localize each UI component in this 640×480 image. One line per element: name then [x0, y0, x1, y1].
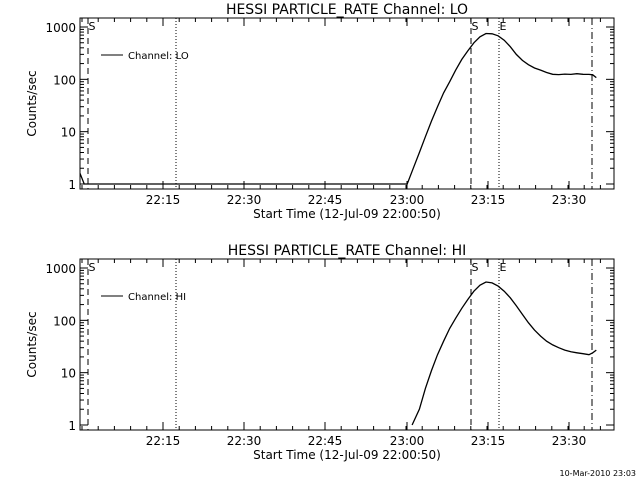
legend-label: Channel: HI	[128, 292, 186, 303]
time-marker-label: S	[89, 20, 96, 33]
plot-frame	[79, 17, 615, 190]
x-tick-label: 23:00	[390, 434, 425, 448]
y-tick-label: 1000	[45, 21, 76, 35]
time-marker-label: S	[89, 261, 96, 274]
x-tick-label: 22:45	[308, 434, 343, 448]
time-marker-label: S	[472, 261, 479, 274]
y-tick-label: 1	[68, 178, 76, 192]
hi-channel-panel: HESSI PARTICLE_RATE Channel: HI Start Tim…	[25, 243, 615, 462]
time-marker-label: E	[500, 261, 507, 274]
x-tick-label: 23:30	[552, 193, 587, 207]
x-tick-label: 22:15	[146, 434, 181, 448]
time-marker-label: E	[500, 20, 507, 33]
x-axis-label: Start Time (12-Jul-09 22:00:50)	[253, 207, 441, 221]
lo-channel-panel: HESSI PARTICLE_RATE Channel: LO Start Tim…	[25, 2, 615, 221]
series-line	[79, 32, 597, 185]
x-tick-label: 23:15	[471, 434, 506, 448]
time-marker-label: S	[472, 20, 479, 33]
x-axis-label: Start Time (12-Jul-09 22:00:50)	[253, 448, 441, 462]
y-tick-label: 10	[61, 126, 76, 140]
legend-label: Channel: LO	[128, 51, 189, 62]
chart-title: HESSI PARTICLE_RATE Channel: HI	[228, 243, 466, 259]
y-axis-label: Counts/sec	[25, 311, 39, 377]
x-tick-label: 22:45	[308, 193, 343, 207]
x-tick-label: 23:00	[390, 193, 425, 207]
x-tick-label: 22:15	[146, 193, 181, 207]
x-tick-label: 22:30	[227, 193, 262, 207]
y-tick-label: 1	[68, 419, 76, 433]
y-axis-label: Counts/sec	[25, 70, 39, 136]
x-tick-label: 23:15	[471, 193, 506, 207]
plot-timestamp: 10-Mar-2010 23:03	[560, 469, 637, 478]
y-tick-label: 10	[61, 367, 76, 381]
plot-frame	[79, 258, 615, 431]
x-tick-label: 23:30	[552, 434, 587, 448]
series-line	[411, 281, 597, 426]
chart-title: HESSI PARTICLE_RATE Channel: LO	[226, 2, 468, 18]
y-tick-label: 100	[53, 314, 76, 328]
y-tick-label: 100	[53, 73, 76, 87]
x-tick-label: 22:30	[227, 434, 262, 448]
y-tick-label: 1000	[45, 262, 76, 276]
